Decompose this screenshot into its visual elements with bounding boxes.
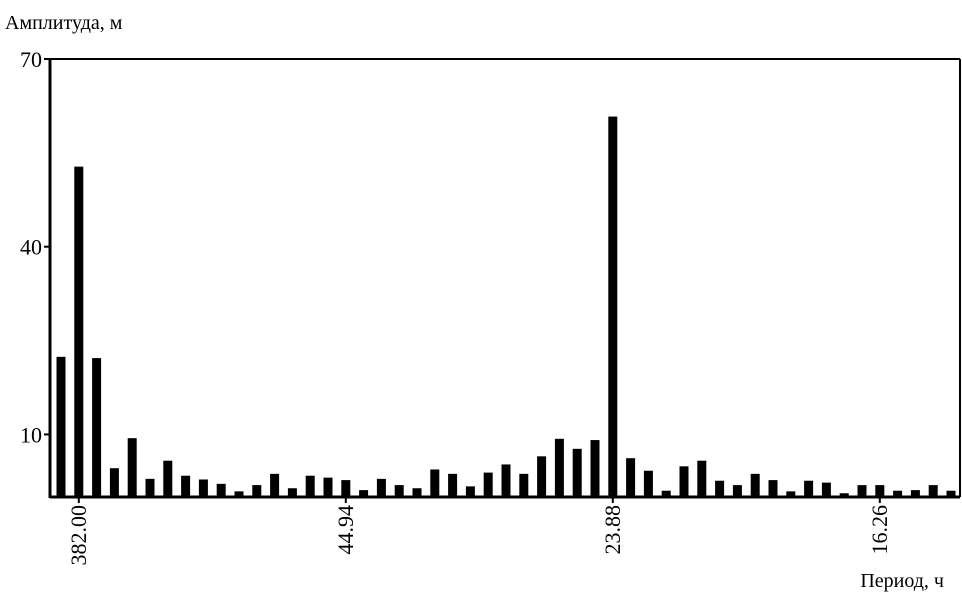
x-tick-label: 382.00 <box>66 505 91 566</box>
bar <box>483 472 493 497</box>
bar <box>946 490 956 497</box>
bar <box>786 491 796 497</box>
y-tick-label: 10 <box>20 422 42 447</box>
bar <box>323 477 333 497</box>
bar <box>715 480 725 497</box>
bar <box>679 466 689 497</box>
y-tick-label: 70 <box>20 47 42 72</box>
y-axis-label: Амплитуда, м <box>5 12 123 34</box>
bar <box>465 486 475 497</box>
bar <box>839 493 849 497</box>
bar <box>252 485 262 497</box>
bar <box>732 485 742 497</box>
bar <box>750 473 760 497</box>
bar <box>857 485 867 497</box>
y-tick-label: 40 <box>20 235 42 260</box>
x-tick-label: 23.88 <box>600 505 625 555</box>
bar <box>608 116 618 498</box>
bar <box>626 458 636 497</box>
bar <box>145 478 155 497</box>
bar <box>821 482 831 497</box>
bar <box>590 440 600 497</box>
bar <box>537 456 547 497</box>
bar <box>56 356 66 497</box>
bar <box>501 464 511 497</box>
bar <box>216 483 226 497</box>
bar <box>412 488 422 497</box>
bar <box>270 473 280 497</box>
bar <box>554 438 564 497</box>
bar <box>376 478 386 497</box>
bar <box>341 480 351 497</box>
bar <box>661 490 671 497</box>
bar <box>893 490 903 497</box>
bar <box>519 473 529 497</box>
bar <box>92 358 102 497</box>
bar <box>305 475 315 497</box>
bar <box>768 480 778 497</box>
bar <box>697 460 707 497</box>
bar <box>359 490 369 497</box>
bar <box>804 480 814 497</box>
x-tick-label: 16.26 <box>867 505 892 555</box>
x-tick-label: 44.94 <box>333 505 358 555</box>
bar <box>394 485 404 497</box>
bar <box>163 460 173 497</box>
bar <box>287 488 297 497</box>
bar <box>74 166 84 497</box>
bar <box>234 491 244 497</box>
bar <box>875 485 885 497</box>
bar <box>127 438 137 497</box>
bar <box>572 448 582 497</box>
bar <box>430 469 440 497</box>
bar <box>910 490 920 497</box>
bar <box>928 485 938 497</box>
x-axis-label: Период, ч <box>860 570 944 592</box>
bar <box>643 470 653 497</box>
bar <box>198 479 208 497</box>
bar <box>181 475 191 497</box>
bar <box>448 473 458 497</box>
bar <box>109 468 119 497</box>
